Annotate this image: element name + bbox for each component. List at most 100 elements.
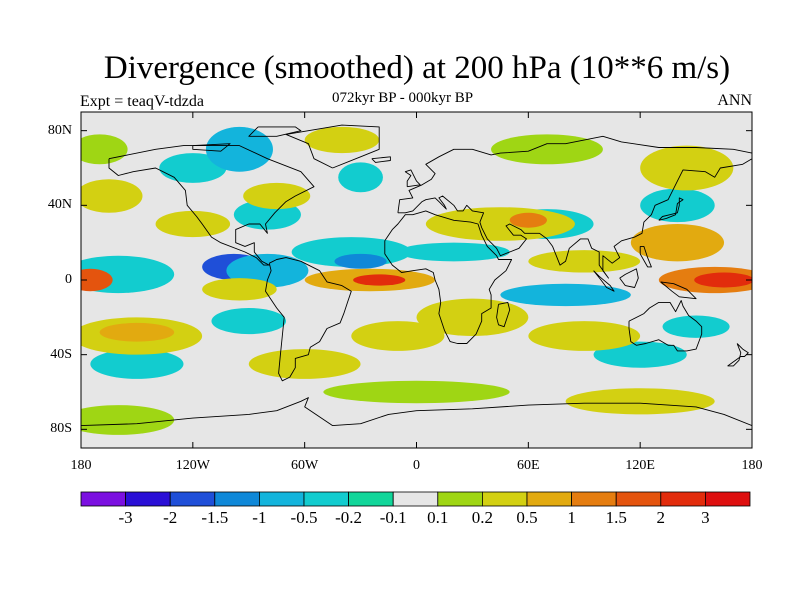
colorbar-label: -1.5 [201, 508, 229, 527]
coastline [81, 397, 752, 427]
coastline [108, 145, 315, 266]
field-blob [81, 134, 128, 165]
colorbar-label: 0.1 [427, 508, 449, 527]
colorbar-label: 0.5 [516, 508, 538, 527]
coastline-layer [81, 124, 752, 427]
field-blob [630, 224, 725, 262]
colorbar-swatch [526, 491, 572, 507]
field-blob [528, 321, 641, 351]
field-blob [351, 321, 445, 351]
field-blob [304, 126, 380, 154]
coastline [619, 268, 639, 288]
coastline [248, 126, 302, 137]
colorbar-label: -2 [163, 508, 178, 527]
field-blob [243, 182, 311, 210]
x-tick-label: 60W [291, 458, 319, 473]
x-tick-label: 180 [70, 458, 92, 473]
field-blob [416, 298, 529, 337]
colorbar-swatch [169, 491, 216, 507]
coastline [192, 143, 231, 152]
field-blob [211, 308, 287, 335]
y-tick-label: 80N [47, 122, 72, 138]
x-tick-label: 60E [517, 458, 540, 473]
field-blob [205, 126, 273, 172]
colorbar-label: 1.5 [605, 508, 627, 527]
field-blob [155, 210, 231, 238]
experiment-label: Expt = teaqV-tdzda [80, 93, 204, 110]
field-blob [81, 405, 175, 435]
field-blob [397, 242, 510, 262]
colorbar-label: -0.1 [379, 508, 407, 527]
field-blob [90, 349, 184, 379]
coastline [265, 257, 352, 382]
colorbar-swatch [660, 491, 706, 507]
y-tick-label: 80S [50, 421, 72, 437]
coastline [285, 124, 380, 169]
x-tick-label: 120E [625, 458, 655, 473]
coastline [727, 343, 749, 367]
field-blob [640, 145, 734, 191]
field-blob [694, 272, 752, 288]
colorbar-swatch [615, 491, 662, 507]
colorbar-label: -0.2 [335, 508, 363, 527]
field-blob [509, 212, 547, 228]
coastline [397, 135, 752, 279]
x-tick-label: 0 [413, 458, 420, 473]
coastline [658, 197, 684, 221]
field-blob [662, 315, 730, 338]
chart-title: Divergence (smoothed) at 200 hPa (10**6 … [103, 50, 731, 86]
colorbar-swatch [125, 491, 171, 507]
y-tick-label: 0 [65, 272, 72, 287]
y-tick-label: 40S [50, 346, 72, 362]
colorbar-swatch [214, 491, 260, 507]
coastline [371, 156, 391, 163]
field-blob [202, 278, 277, 301]
colorbar-swatch [258, 491, 305, 507]
period-label: 072kyr BP - 000kyr BP [332, 90, 474, 106]
field-blob [425, 207, 575, 241]
field-blob [81, 179, 143, 213]
colorbar-label: 2 [656, 508, 666, 527]
field-blob [334, 253, 387, 269]
field-blob [491, 134, 603, 165]
coastline [660, 281, 697, 300]
field-blob [353, 274, 406, 286]
x-tick-label: 120W [175, 458, 210, 473]
coastline [384, 210, 513, 344]
colorbar-label: -0.5 [290, 508, 318, 527]
colorbar-swatch [705, 491, 751, 507]
field-blob [248, 349, 361, 379]
colorbar-label: 3 [701, 508, 710, 527]
colorbar-swatch [80, 491, 126, 507]
colorbar-swatch [303, 491, 349, 507]
colorbar-label: -3 [118, 508, 133, 527]
field-blob [565, 388, 715, 415]
colorbar-swatch [481, 491, 528, 507]
field-blob [99, 322, 175, 342]
colorbar-label: 0.2 [471, 508, 494, 527]
colorbar-swatch [348, 491, 394, 507]
field-blob [81, 255, 175, 294]
colorbar-swatch [571, 491, 617, 507]
field-blob [81, 268, 113, 292]
colorbar-swatch [437, 491, 483, 507]
field-blob [159, 153, 227, 183]
coastline [639, 245, 652, 268]
field-layer [81, 112, 752, 448]
y-tick-label: 40N [47, 197, 72, 213]
field-blob [338, 162, 383, 193]
field-blob [528, 250, 641, 273]
field-blob [593, 341, 687, 368]
colorbar-label: 1 [567, 508, 576, 527]
colorbar-label: -1 [252, 508, 267, 527]
colorbar-swatch [392, 491, 439, 507]
coastline [404, 169, 421, 188]
coastline [628, 300, 703, 352]
season-label: ANN [717, 92, 752, 109]
field-blob [323, 380, 510, 404]
field-blob [500, 283, 631, 307]
x-tick-label: 180 [741, 458, 763, 473]
coastline [593, 270, 615, 292]
coastline [496, 301, 511, 328]
